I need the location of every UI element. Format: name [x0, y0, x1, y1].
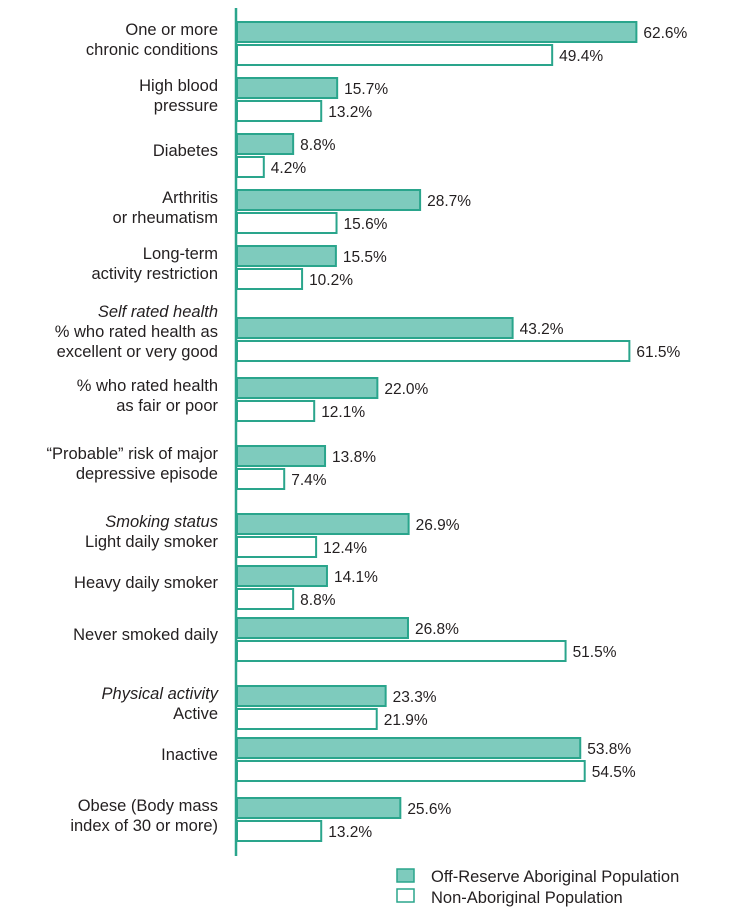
- bar-non-aboriginal: [236, 100, 323, 122]
- legend-label-off-reserve: Off-Reserve Aboriginal Population: [431, 868, 679, 886]
- bar-off-reserve: [236, 21, 638, 43]
- bar-off-reserve: [236, 77, 339, 99]
- category-label: as fair or poor: [116, 397, 218, 415]
- bar-non-aboriginal: [236, 268, 304, 290]
- value-label: 8.8%: [300, 137, 336, 154]
- category-label: Arthritis: [162, 189, 218, 207]
- bar-non-aboriginal: [236, 156, 265, 178]
- value-label: 13.2%: [328, 104, 372, 121]
- bar-off-reserve: [236, 513, 410, 535]
- bars-group: 62.6% 49.4% 15.7% 13.2% 8.8% 4.2% 28.7% 15.6% 15…: [236, 21, 688, 842]
- bar-non-aboriginal: [236, 708, 378, 730]
- value-label: 26.8%: [415, 621, 459, 638]
- value-label: 14.1%: [334, 569, 378, 586]
- legend-swatch-non-aboriginal: [396, 888, 415, 903]
- category-label: % who rated health as: [55, 323, 218, 341]
- category-label: Heavy daily smoker: [74, 574, 218, 592]
- value-label: 54.5%: [592, 764, 636, 781]
- bar-non-aboriginal: [236, 44, 554, 66]
- value-label: 26.9%: [416, 517, 460, 534]
- category-label: Self rated health: [98, 303, 218, 321]
- value-label: 10.2%: [309, 272, 353, 289]
- bar-non-aboriginal: [236, 468, 286, 490]
- category-label: activity restriction: [91, 265, 218, 283]
- bar-non-aboriginal: [236, 640, 567, 662]
- category-labels-group: One or more chronic conditions High blood p…: [47, 21, 220, 835]
- legend-swatch-off-reserve: [396, 868, 415, 883]
- value-label: 43.2%: [520, 321, 564, 338]
- category-label: Inactive: [161, 746, 218, 764]
- category-label: or rheumatism: [113, 209, 218, 227]
- value-label: 61.5%: [636, 344, 680, 361]
- category-label: excellent or very good: [57, 343, 218, 361]
- bar-non-aboriginal: [236, 588, 295, 610]
- bar-non-aboriginal: [236, 400, 316, 422]
- bar-off-reserve: [236, 245, 337, 267]
- bar-off-reserve: [236, 797, 402, 819]
- category-label: chronic conditions: [86, 41, 218, 59]
- category-label: Light daily smoker: [85, 533, 218, 551]
- value-label: 49.4%: [559, 48, 603, 65]
- bar-off-reserve: [236, 189, 422, 211]
- bar-non-aboriginal: [236, 340, 631, 362]
- value-label: 8.8%: [300, 592, 336, 609]
- category-label: Physical activity: [102, 685, 220, 703]
- category-label: index of 30 or more): [70, 817, 218, 835]
- category-label: High blood: [139, 77, 218, 95]
- bar-off-reserve: [236, 617, 409, 639]
- value-label: 53.8%: [587, 741, 631, 758]
- value-label: 28.7%: [427, 193, 471, 210]
- value-label: 15.7%: [344, 81, 388, 98]
- value-label: 51.5%: [573, 644, 617, 661]
- value-label: 25.6%: [407, 801, 451, 818]
- value-label: 13.2%: [328, 824, 372, 841]
- value-label: 62.6%: [643, 25, 687, 42]
- value-label: 15.5%: [343, 249, 387, 266]
- value-label: 13.8%: [332, 449, 376, 466]
- category-label: % who rated health: [77, 377, 218, 395]
- bar-non-aboriginal: [236, 536, 318, 558]
- category-label: pressure: [154, 97, 218, 115]
- category-label: “Probable” risk of major: [47, 445, 219, 463]
- bar-off-reserve: [236, 133, 295, 155]
- category-label: One or more: [125, 21, 218, 39]
- bar-off-reserve: [236, 737, 582, 759]
- bar-non-aboriginal: [236, 760, 586, 782]
- bar-off-reserve: [236, 317, 514, 339]
- value-label: 7.4%: [291, 472, 327, 489]
- value-label: 23.3%: [393, 689, 437, 706]
- value-label: 4.2%: [271, 160, 307, 177]
- category-label: Diabetes: [153, 142, 218, 160]
- category-label: Active: [173, 705, 218, 723]
- category-label: Obese (Body mass: [78, 797, 218, 815]
- value-label: 15.6%: [344, 216, 388, 233]
- legend: Off-Reserve Aboriginal Population Non-Ab…: [396, 868, 679, 907]
- category-label: Never smoked daily: [73, 626, 219, 644]
- category-label: depressive episode: [76, 465, 218, 483]
- value-label: 12.1%: [321, 404, 365, 421]
- bar-off-reserve: [236, 377, 379, 399]
- bar-off-reserve: [236, 685, 387, 707]
- bar-non-aboriginal: [236, 820, 323, 842]
- bar-off-reserve: [236, 445, 327, 467]
- bar-non-aboriginal: [236, 212, 338, 234]
- category-label: Long-term: [143, 245, 218, 263]
- bar-off-reserve: [236, 565, 328, 587]
- legend-label-non-aboriginal: Non-Aboriginal Population: [431, 889, 623, 907]
- value-label: 12.4%: [323, 540, 367, 557]
- category-label: Smoking status: [105, 513, 218, 531]
- value-label: 22.0%: [384, 381, 428, 398]
- value-label: 21.9%: [384, 712, 428, 729]
